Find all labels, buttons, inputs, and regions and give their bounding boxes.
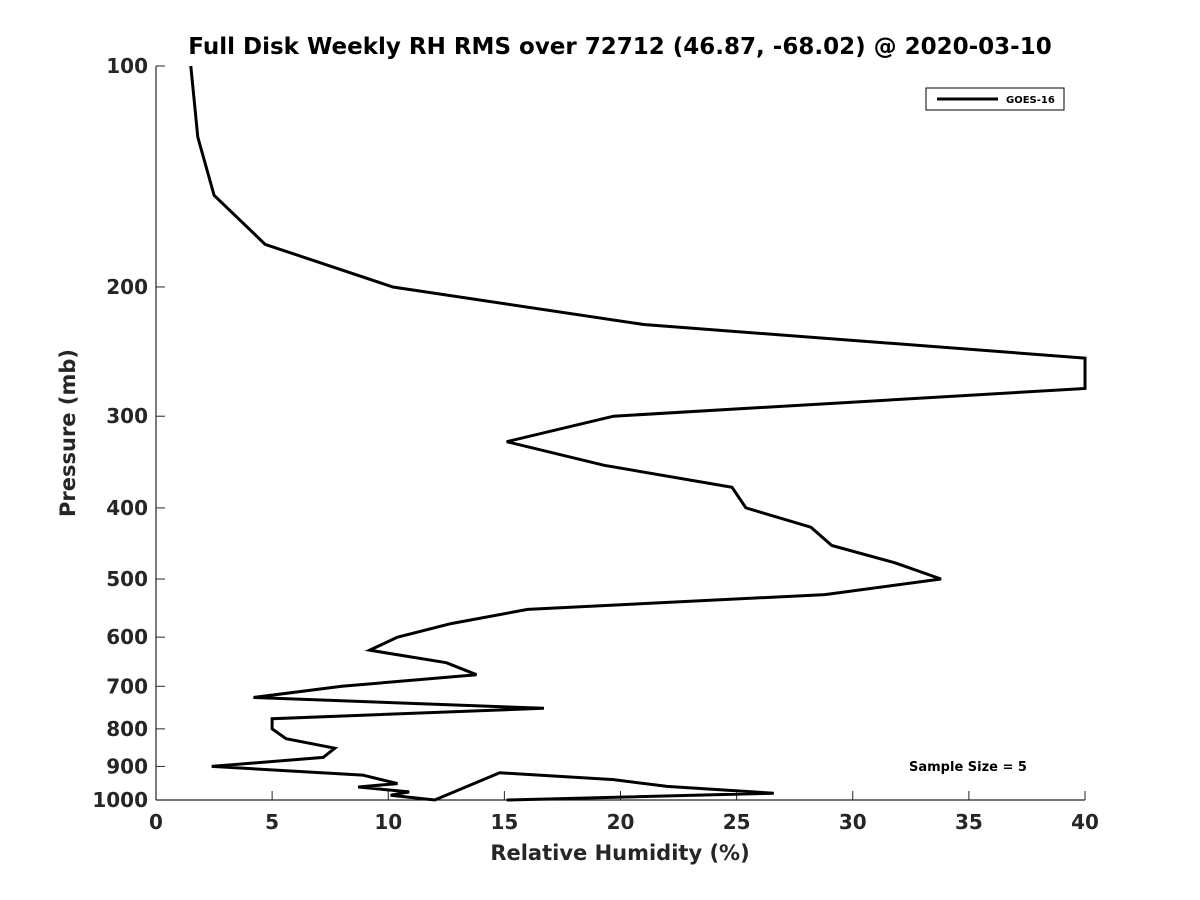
x-tick-label: 30 <box>839 810 867 834</box>
y-axis-title: Pressure (mb) <box>56 349 80 517</box>
chart-title: Full Disk Weekly RH RMS over 72712 (46.8… <box>188 34 1051 60</box>
y-tick-label: 1000 <box>92 788 148 812</box>
x-tick-label: 15 <box>490 810 518 834</box>
y-tick-label: 700 <box>106 674 148 698</box>
x-tick-label: 40 <box>1071 810 1099 834</box>
legend-label-goes-16: GOES-16 <box>1006 95 1055 106</box>
x-tick-label: 10 <box>374 810 402 834</box>
x-tick-label: 25 <box>723 810 751 834</box>
y-tick-label: 200 <box>106 275 148 299</box>
y-tick-label: 800 <box>106 717 148 741</box>
plot-frame <box>155 66 1085 801</box>
x-tick-label: 20 <box>607 810 635 834</box>
series-layer <box>189 65 1087 802</box>
series-line-goes-16 <box>189 65 1087 802</box>
sample-size-annotation: Sample Size = 5 <box>909 760 1027 775</box>
x-axis-ticks: 0 5 10 15 20 25 30 35 40 <box>149 791 1099 834</box>
y-axis-ticks: 100 200 300 400 500 600 700 800 900 1000 <box>92 54 165 812</box>
y-tick-label: 500 <box>106 567 148 591</box>
x-tick-label: 0 <box>149 810 163 834</box>
x-axis-title: Relative Humidity (%) <box>490 841 749 865</box>
y-tick-label: 300 <box>106 404 148 428</box>
x-tick-label: 5 <box>265 810 279 834</box>
legend: GOES-16 <box>925 87 1065 111</box>
x-tick-label: 35 <box>955 810 983 834</box>
y-tick-label: 400 <box>106 496 148 520</box>
y-tick-label: 900 <box>106 754 148 778</box>
y-tick-label: 600 <box>106 625 148 649</box>
y-tick-label: 100 <box>106 54 148 78</box>
